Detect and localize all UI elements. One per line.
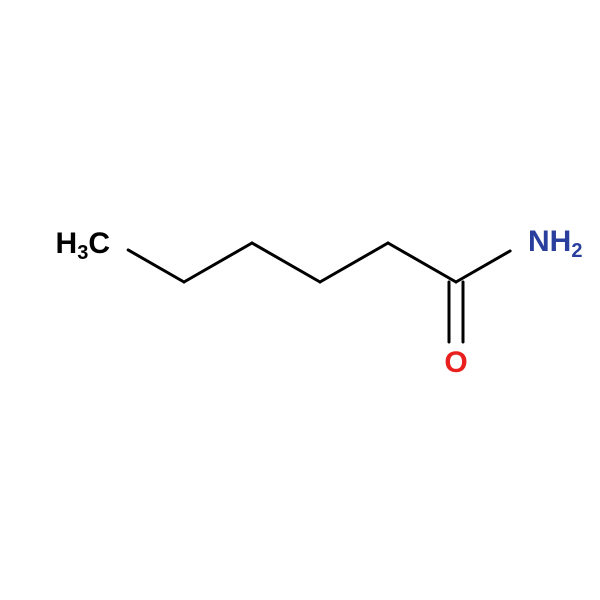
atom-label-O1: O bbox=[444, 346, 467, 379]
bond-line bbox=[252, 243, 320, 282]
molecule-diagram: H3C O NH2 bbox=[0, 0, 600, 600]
bond-line bbox=[184, 243, 252, 282]
bond-line bbox=[128, 250, 184, 282]
atom-label-N1: NH2 bbox=[528, 225, 582, 262]
bond-line bbox=[388, 243, 456, 282]
bond-line bbox=[320, 243, 388, 282]
bond-line bbox=[456, 251, 510, 282]
atom-label-C1: H3C bbox=[56, 227, 110, 264]
